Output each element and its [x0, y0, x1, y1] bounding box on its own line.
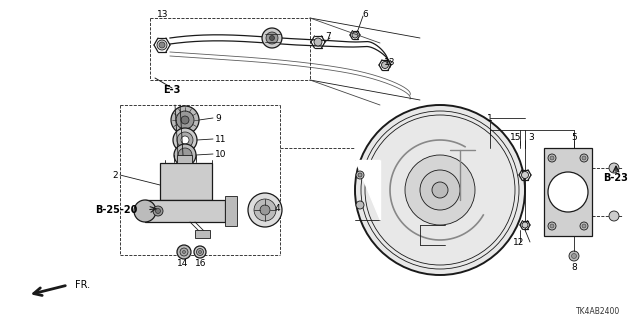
Text: 9: 9 [215, 114, 221, 123]
Circle shape [582, 224, 586, 228]
Bar [544, 148, 592, 236]
Bar [145, 200, 225, 222]
Circle shape [178, 148, 192, 162]
Circle shape [356, 201, 364, 209]
Bar [225, 196, 237, 226]
Circle shape [180, 248, 188, 256]
Circle shape [176, 111, 194, 129]
Circle shape [269, 36, 275, 41]
Circle shape [352, 32, 358, 38]
Circle shape [356, 171, 364, 179]
Bar [195, 230, 210, 238]
Circle shape [194, 246, 206, 258]
Circle shape [358, 173, 362, 177]
Circle shape [181, 136, 189, 144]
Circle shape [157, 40, 167, 50]
Text: 12: 12 [513, 237, 525, 246]
Circle shape [182, 251, 186, 253]
Circle shape [266, 32, 278, 44]
Circle shape [580, 222, 588, 230]
Circle shape [254, 199, 276, 221]
Text: 3: 3 [528, 132, 534, 141]
Text: 11: 11 [215, 134, 227, 143]
Text: 13: 13 [157, 10, 169, 19]
Circle shape [159, 42, 165, 48]
Circle shape [260, 205, 270, 215]
Bar [177, 155, 192, 163]
Text: TK4AB2400: TK4AB2400 [576, 308, 620, 316]
Text: 6: 6 [362, 10, 368, 19]
Text: 14: 14 [177, 259, 189, 268]
Text: 16: 16 [195, 259, 207, 268]
Circle shape [522, 172, 529, 179]
Circle shape [550, 224, 554, 228]
Circle shape [609, 211, 619, 221]
Text: 13: 13 [384, 58, 396, 67]
Circle shape [405, 155, 475, 225]
Circle shape [609, 163, 619, 173]
Circle shape [171, 106, 199, 134]
Text: FR.: FR. [75, 280, 90, 290]
Circle shape [153, 206, 163, 216]
Text: B-23: B-23 [604, 173, 628, 183]
Circle shape [580, 154, 588, 162]
Circle shape [173, 128, 197, 152]
Text: 4: 4 [275, 204, 280, 212]
Circle shape [569, 251, 579, 261]
Circle shape [177, 245, 191, 259]
Circle shape [381, 61, 388, 68]
Circle shape [177, 132, 193, 148]
Circle shape [582, 156, 586, 160]
Text: 8: 8 [571, 262, 577, 271]
Circle shape [198, 251, 202, 253]
Circle shape [550, 156, 554, 160]
Circle shape [248, 193, 282, 227]
Circle shape [548, 154, 556, 162]
Circle shape [420, 170, 460, 210]
Circle shape [314, 38, 322, 46]
Circle shape [572, 253, 577, 259]
Text: 15: 15 [510, 132, 522, 141]
Text: B-25-20: B-25-20 [95, 205, 138, 215]
Circle shape [134, 200, 156, 222]
Polygon shape [355, 160, 380, 220]
Circle shape [548, 172, 588, 212]
Text: E-3: E-3 [163, 85, 180, 95]
Text: 5: 5 [571, 132, 577, 141]
Circle shape [196, 249, 204, 255]
Circle shape [156, 209, 161, 213]
Text: 1: 1 [487, 114, 493, 123]
Circle shape [181, 116, 189, 124]
Circle shape [174, 144, 196, 166]
Circle shape [355, 105, 525, 275]
Text: 10: 10 [215, 149, 227, 158]
Text: 2: 2 [112, 171, 118, 180]
Circle shape [432, 182, 448, 198]
Circle shape [548, 222, 556, 230]
Text: 7: 7 [325, 31, 331, 41]
Circle shape [522, 222, 528, 228]
Circle shape [262, 28, 282, 48]
Bar [160, 163, 212, 200]
